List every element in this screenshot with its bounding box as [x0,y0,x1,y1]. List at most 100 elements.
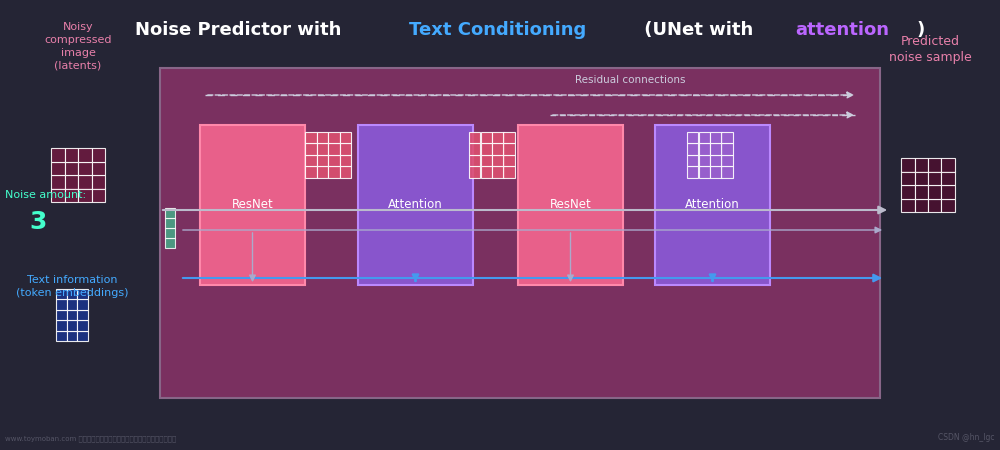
Bar [480,166,492,178]
Bar [77,299,88,310]
Bar [77,310,88,320]
FancyBboxPatch shape [655,125,770,285]
Bar [67,289,77,299]
Bar [469,166,480,178]
Text: Noisy
compressed
image
(latents): Noisy compressed image (latents) [44,22,112,70]
Bar [928,158,941,171]
Text: 3: 3 [29,210,47,234]
Bar [64,175,78,189]
Bar [687,166,698,178]
Text: Residual connections: Residual connections [575,75,685,85]
Text: attention: attention [795,21,889,39]
Bar [721,144,733,155]
Bar [928,185,941,198]
Bar [492,155,504,166]
Bar [92,175,105,189]
Bar [56,310,67,320]
Bar [469,155,480,166]
Bar [480,132,492,144]
Bar [64,148,78,162]
Bar [316,166,328,178]
FancyBboxPatch shape [518,125,623,285]
Bar [64,162,78,175]
Bar [914,198,928,212]
Text: (UNet with: (UNet with [638,21,760,39]
Bar [941,171,955,185]
Text: Predicted
noise sample: Predicted noise sample [889,35,971,64]
Bar [492,132,504,144]
Bar [316,155,328,166]
Bar [328,144,340,155]
FancyBboxPatch shape [160,68,880,398]
Bar [492,166,504,178]
Bar [710,144,722,155]
Bar [78,148,92,162]
Bar [51,148,64,162]
Text: Noise Predictor with: Noise Predictor with [135,21,348,39]
Bar [901,198,914,212]
Text: ResNet: ResNet [550,198,591,211]
Bar [305,132,316,144]
Bar [67,299,77,310]
Bar [56,320,67,331]
Text: Attention: Attention [685,198,740,211]
Bar [698,132,710,144]
Bar [316,144,328,155]
Bar [165,218,175,228]
Bar [941,185,955,198]
Text: ): ) [916,21,924,39]
Bar [928,171,941,185]
Bar [305,166,316,178]
Bar [51,162,64,175]
Bar [165,238,175,248]
Bar [328,166,340,178]
Bar [67,310,77,320]
Bar [941,198,955,212]
Text: Attention: Attention [388,198,443,211]
Bar [710,166,722,178]
Bar [941,158,955,171]
Bar [165,208,175,218]
Bar [328,155,340,166]
Bar [698,166,710,178]
Bar [92,148,105,162]
Bar [469,144,480,155]
Bar [77,331,88,341]
Text: Text Conditioning: Text Conditioning [409,21,587,39]
Bar [56,299,67,310]
Bar [51,175,64,189]
Bar [78,175,92,189]
Bar [305,144,316,155]
Bar [687,132,698,144]
Bar [78,162,92,175]
Bar [492,144,504,155]
Bar [503,166,515,178]
Bar [503,144,515,155]
Bar [687,144,698,155]
Bar [721,155,733,166]
Bar [503,132,515,144]
Bar [56,331,67,341]
Bar [914,185,928,198]
Bar [901,171,914,185]
Bar [901,158,914,171]
Bar [928,198,941,212]
Bar [480,144,492,155]
Bar [698,155,710,166]
Bar [480,155,492,166]
Bar [340,132,351,144]
Bar [56,289,67,299]
Bar [67,320,77,331]
Bar [469,132,480,144]
Text: ResNet: ResNet [232,198,273,211]
Bar [165,228,175,238]
Bar [305,155,316,166]
FancyBboxPatch shape [358,125,473,285]
Bar [914,158,928,171]
FancyBboxPatch shape [200,125,305,285]
Bar [328,132,340,144]
Bar [340,144,351,155]
Bar [92,162,105,175]
Bar [721,132,733,144]
Bar [77,289,88,299]
